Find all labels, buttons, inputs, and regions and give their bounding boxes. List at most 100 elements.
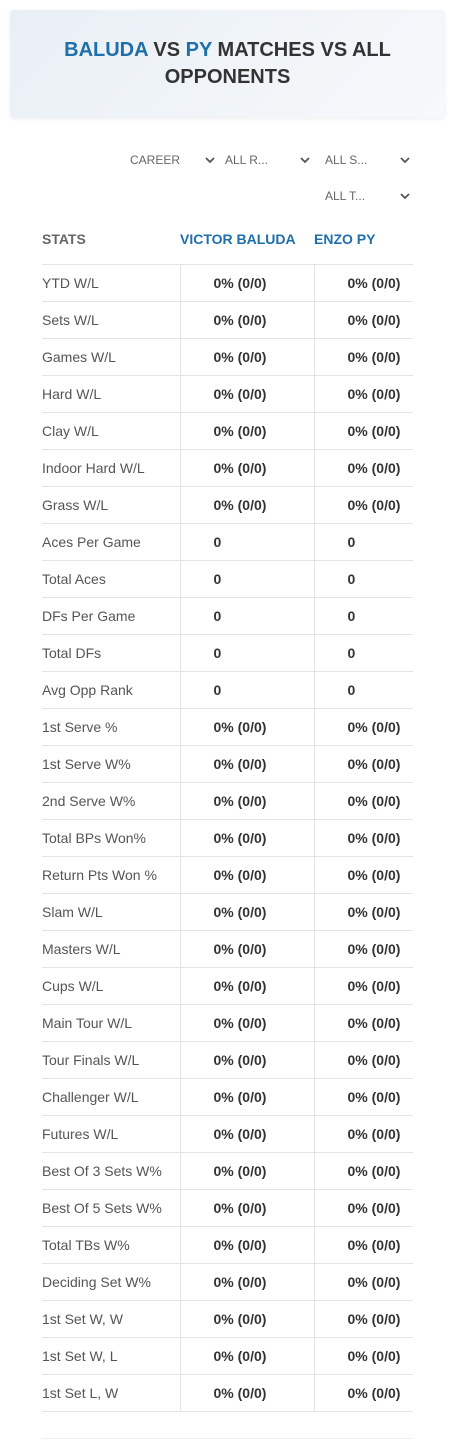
stat-row: Cups W/L 0% (0/0) 0% (0/0)	[42, 967, 413, 1005]
stat-value: 0% (0/0)	[313, 449, 413, 487]
stat-value: 0% (0/0)	[179, 1078, 314, 1116]
player2-name: PY	[185, 39, 212, 61]
stat-label: Hard W/L	[42, 375, 180, 413]
stat-value: 0% (0/0)	[313, 782, 413, 820]
stat-label: Challenger W/L	[42, 1078, 180, 1116]
stat-label: Total DFs	[42, 634, 180, 672]
stat-value: 0	[313, 671, 413, 709]
stat-label: Clay W/L	[42, 412, 180, 450]
stat-row: Futures W/L 0% (0/0) 0% (0/0)	[42, 1115, 413, 1153]
stat-value: 0% (0/0)	[313, 1115, 413, 1153]
filter-dropdown[interactable]: ALL T...	[325, 186, 410, 206]
stat-value: 0	[313, 560, 413, 598]
stat-label: 1st Set W, L	[42, 1337, 180, 1375]
stat-value: 0% (0/0)	[313, 486, 413, 524]
stat-row: Main Tour W/L 0% (0/0) 0% (0/0)	[42, 1004, 413, 1042]
stat-row: Masters W/L 0% (0/0) 0% (0/0)	[42, 930, 413, 968]
stat-row: 2nd Serve W% 0% (0/0) 0% (0/0)	[42, 782, 413, 820]
stat-value: 0	[313, 523, 413, 561]
stat-value: 0	[179, 560, 314, 598]
stats-table: STATS VICTOR BALUDA ENZO PY YTD W/L 0% (0…	[42, 214, 413, 1412]
stat-label: Masters W/L	[42, 930, 180, 968]
stat-value: 0% (0/0)	[179, 893, 314, 931]
stat-label: Indoor Hard W/L	[42, 449, 180, 487]
stat-label: Grass W/L	[42, 486, 180, 524]
stat-label: Games W/L	[42, 338, 180, 376]
stat-label: 2nd Serve W%	[42, 782, 180, 820]
stat-row: Total DFs 0 0	[42, 634, 413, 672]
stat-value: 0% (0/0)	[313, 375, 413, 413]
stat-value: 0% (0/0)	[179, 375, 314, 413]
player1-name: BALUDA	[64, 39, 148, 61]
title-rest: MATCHES VS ALL OPPONENTS	[164, 39, 391, 88]
stat-row: Total TBs W% 0% (0/0) 0% (0/0)	[42, 1226, 413, 1264]
stat-value: 0% (0/0)	[179, 930, 314, 968]
stat-value: 0% (0/0)	[313, 1300, 413, 1338]
stat-row: Return Pts Won % 0% (0/0) 0% (0/0)	[42, 856, 413, 894]
stat-value: 0% (0/0)	[313, 1263, 413, 1301]
stat-row: Games W/L 0% (0/0) 0% (0/0)	[42, 338, 413, 376]
stat-value: 0	[313, 634, 413, 672]
filter-dropdown[interactable]: ALL S...	[325, 150, 410, 170]
stat-value: 0% (0/0)	[313, 745, 413, 783]
stat-label: Avg Opp Rank	[42, 671, 180, 709]
stat-value: 0% (0/0)	[313, 412, 413, 450]
stat-row: Tour Finals W/L 0% (0/0) 0% (0/0)	[42, 1041, 413, 1079]
stat-value: 0% (0/0)	[313, 1226, 413, 1264]
filter-label: ALL R...	[225, 153, 268, 167]
stat-value: 0% (0/0)	[179, 745, 314, 783]
stat-row: Hard W/L 0% (0/0) 0% (0/0)	[42, 375, 413, 413]
stat-row: Clay W/L 0% (0/0) 0% (0/0)	[42, 412, 413, 450]
stat-value: 0% (0/0)	[179, 1004, 314, 1042]
column-header: STATS	[42, 214, 180, 265]
stat-value: 0% (0/0)	[313, 1041, 413, 1079]
filter-dropdown[interactable]: CAREER	[130, 150, 215, 170]
column-header[interactable]: ENZO PY	[314, 214, 413, 265]
stat-value: 0% (0/0)	[313, 819, 413, 857]
stat-row: 1st Set W, W 0% (0/0) 0% (0/0)	[42, 1300, 413, 1338]
stat-value: 0% (0/0)	[179, 819, 314, 857]
chevron	[300, 157, 310, 164]
stat-value: 0% (0/0)	[313, 1337, 413, 1375]
stat-label: Slam W/L	[42, 893, 180, 931]
stat-value: 0% (0/0)	[179, 449, 314, 487]
stat-row: 1st Set W, L 0% (0/0) 0% (0/0)	[42, 1337, 413, 1375]
stat-row: 1st Serve % 0% (0/0) 0% (0/0)	[42, 708, 413, 746]
stat-label: Tour Finals W/L	[42, 1041, 180, 1079]
filter-label: ALL T...	[325, 189, 366, 203]
filter-dropdown[interactable]: ALL R...	[225, 150, 310, 170]
stat-row: Challenger W/L 0% (0/0) 0% (0/0)	[42, 1078, 413, 1116]
page-title: BALUDA VS PY MATCHES VS ALL OPPONENTS	[38, 37, 418, 91]
stat-label: Total TBs W%	[42, 1226, 180, 1264]
stat-value: 0% (0/0)	[179, 1300, 314, 1338]
stat-value: 0% (0/0)	[313, 708, 413, 746]
stat-label: YTD W/L	[42, 264, 180, 302]
stat-value: 0% (0/0)	[313, 1078, 413, 1116]
stat-row: Best Of 5 Sets W% 0% (0/0) 0% (0/0)	[42, 1189, 413, 1227]
stat-value: 0% (0/0)	[313, 1004, 413, 1042]
stat-row: Aces Per Game 0 0	[42, 523, 413, 561]
stat-label: Best Of 3 Sets W%	[42, 1152, 180, 1190]
stat-label: 1st Set L, W	[42, 1374, 180, 1412]
column-header[interactable]: VICTOR BALUDA	[180, 214, 314, 265]
stat-row: YTD W/L 0% (0/0) 0% (0/0)	[42, 264, 413, 302]
stat-row: 1st Set L, W 0% (0/0) 0% (0/0)	[42, 1374, 413, 1412]
stat-label: Deciding Set W%	[42, 1263, 180, 1301]
stat-value: 0% (0/0)	[179, 264, 314, 302]
stat-row: DFs Per Game 0 0	[42, 597, 413, 635]
stat-value: 0% (0/0)	[313, 1152, 413, 1190]
stat-value: 0% (0/0)	[313, 856, 413, 894]
stat-row: 1st Serve W% 0% (0/0) 0% (0/0)	[42, 745, 413, 783]
header-card: BALUDA VS PY MATCHES VS ALL OPPONENTS	[10, 10, 445, 118]
stat-row: Slam W/L 0% (0/0) 0% (0/0)	[42, 893, 413, 931]
stat-value: 0% (0/0)	[313, 930, 413, 968]
stat-label: Futures W/L	[42, 1115, 180, 1153]
stat-label: Total BPs Won%	[42, 819, 180, 857]
filter-label: ALL S...	[325, 153, 368, 167]
stat-value: 0	[179, 523, 314, 561]
stat-value: 0% (0/0)	[179, 1226, 314, 1264]
stat-label: Return Pts Won %	[42, 856, 180, 894]
stat-value: 0% (0/0)	[313, 264, 413, 302]
filter-label: CAREER	[130, 153, 181, 167]
